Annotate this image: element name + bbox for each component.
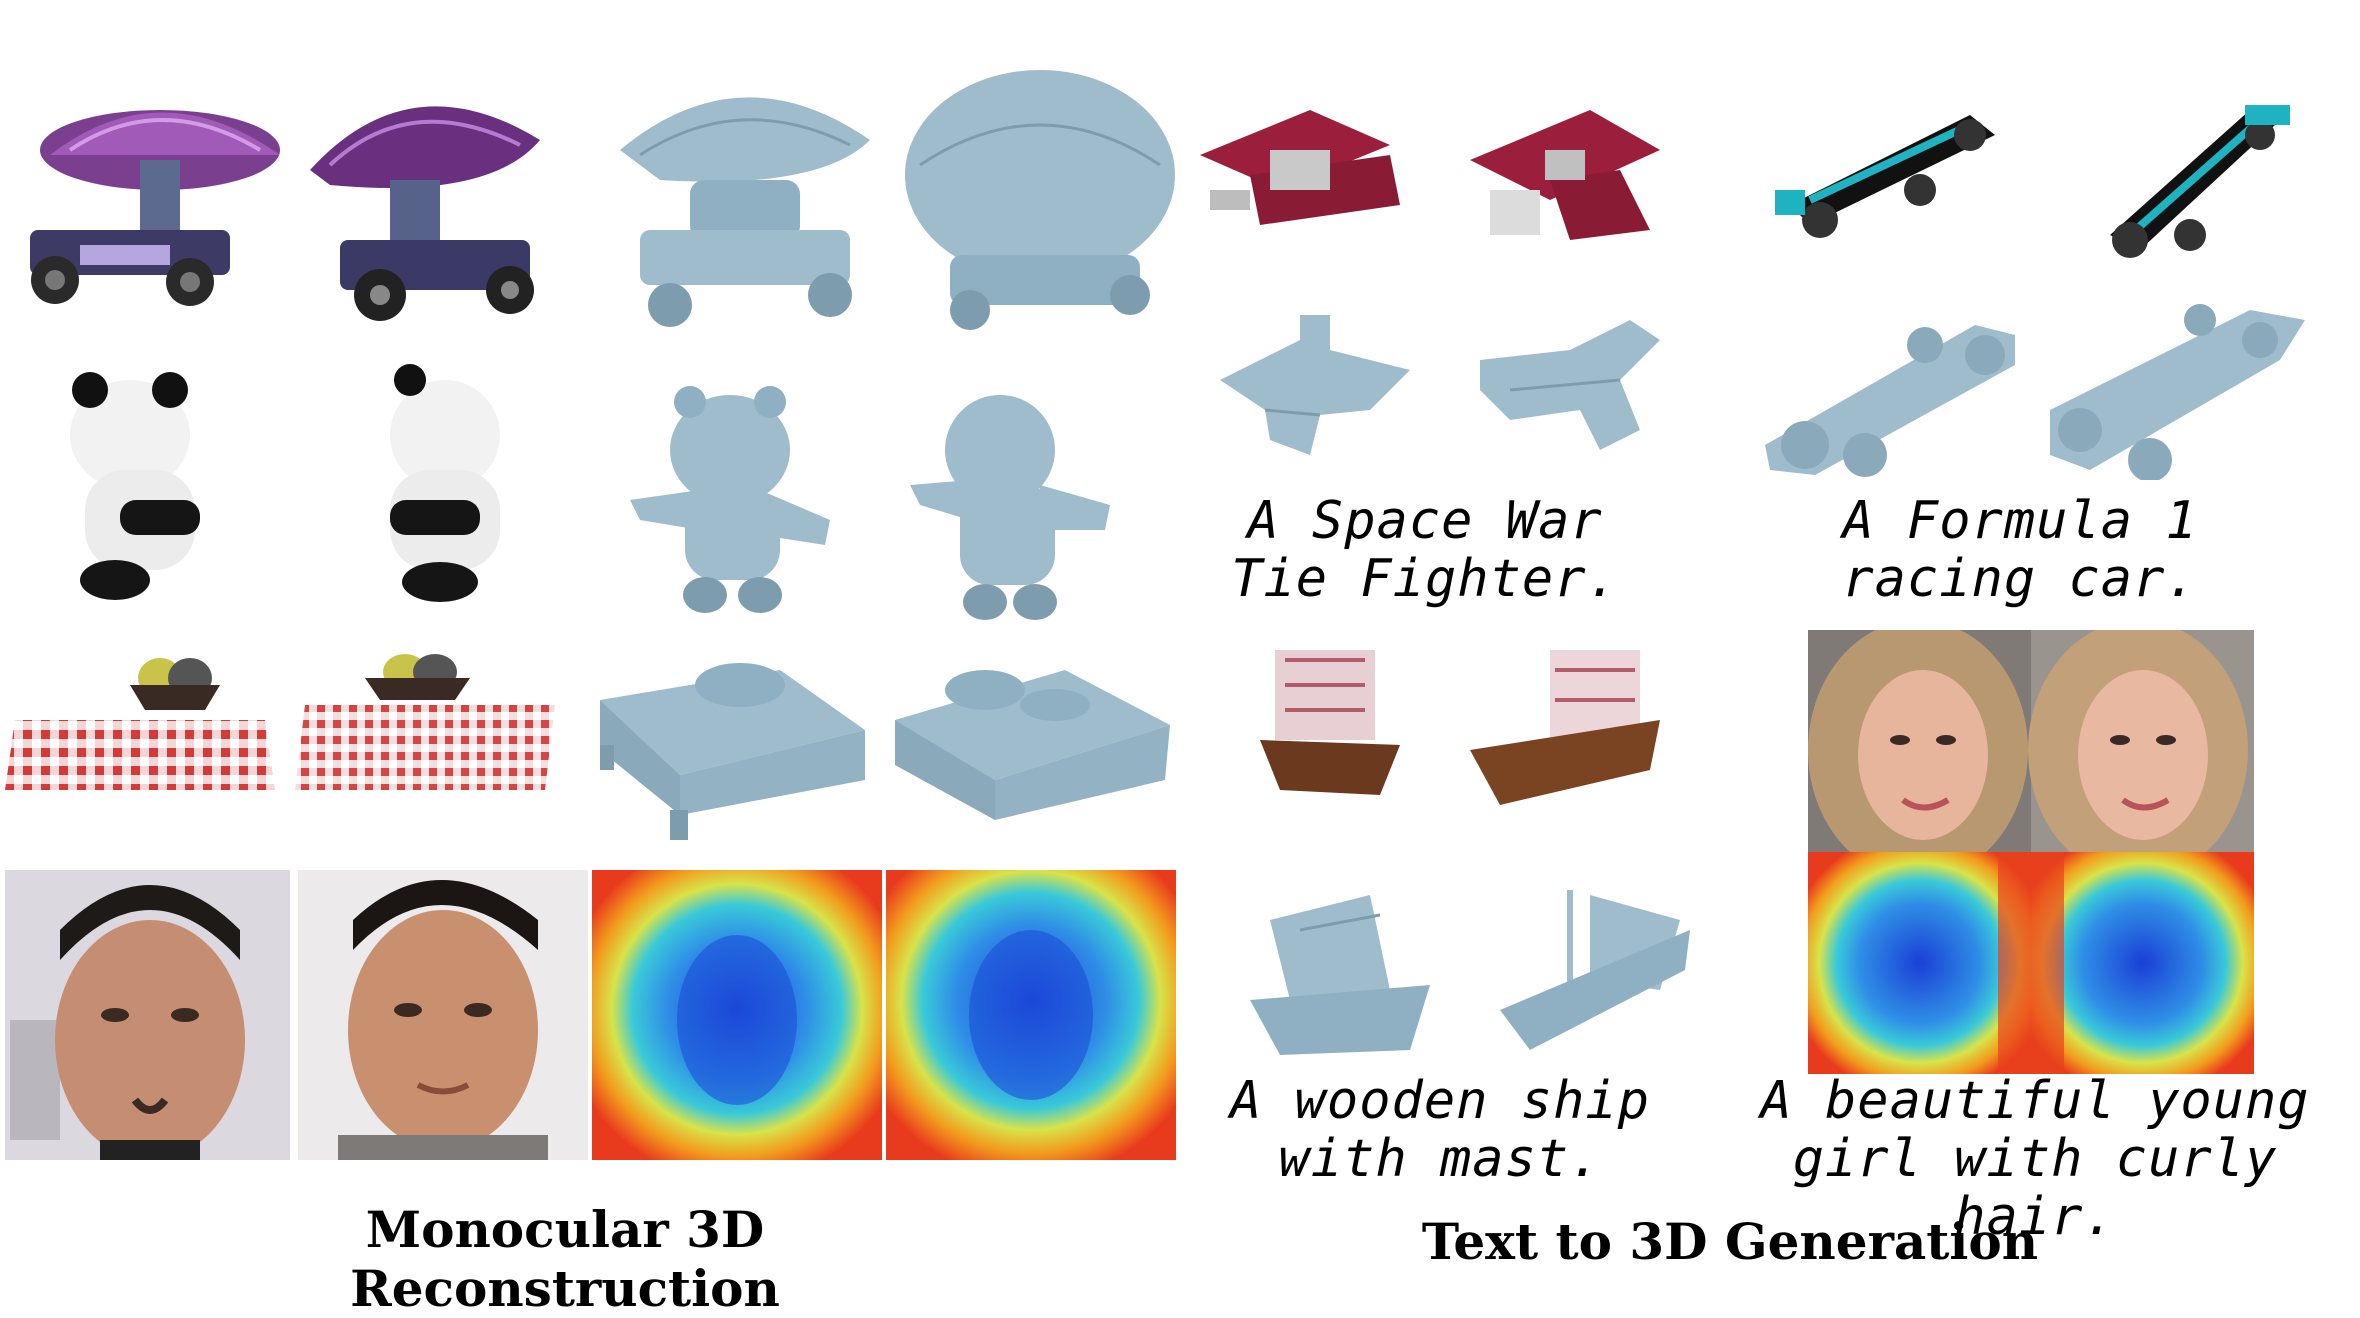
girl-render-panel xyxy=(1808,630,2254,852)
panda-input-image xyxy=(30,350,230,610)
tie-fighter-render-1 xyxy=(1190,95,1420,245)
tie-fighter-mesh-1 xyxy=(1210,310,1420,460)
tie-fighter-prompt-line-2: Tie Fighter. xyxy=(1231,549,1619,609)
tie-fighter-render-2 xyxy=(1450,90,1680,255)
formula1-prompt: A Formula 1 racing car. xyxy=(1810,492,2230,608)
formula1-render-2 xyxy=(2070,95,2300,260)
ship-prompt-line-2: with mast. xyxy=(1278,1129,1602,1189)
picnic-table-novel-view-image xyxy=(285,640,570,805)
face-depth-map-1 xyxy=(592,870,882,1160)
face-depth-map-2 xyxy=(886,870,1176,1160)
mushroom-car-mesh-view-2 xyxy=(890,55,1190,340)
picnic-table-input-image xyxy=(5,640,275,805)
girl-prompt-line-2: girl with curly hair. xyxy=(1792,1129,2278,1247)
ship-prompt: A wooden ship with mast. xyxy=(1225,1072,1655,1188)
ship-render-1 xyxy=(1240,630,1410,805)
ship-mesh-2 xyxy=(1490,880,1700,1055)
formula1-render-1 xyxy=(1770,95,2010,245)
picnic-table-mesh-view-1 xyxy=(580,640,870,850)
girl-depth-map-panel xyxy=(1808,852,2254,1074)
mushroom-car-input-image xyxy=(10,60,280,320)
ship-mesh-1 xyxy=(1240,890,1440,1060)
formula1-prompt-line-2: racing car. xyxy=(1842,549,2198,609)
panda-novel-view-image xyxy=(360,350,520,610)
tie-fighter-prompt-line-1: A Space War xyxy=(1247,491,1603,551)
girl-prompt: A beautiful young girl with curly hair. xyxy=(1755,1072,2315,1246)
tie-fighter-prompt: A Space War Tie Fighter. xyxy=(1215,492,1635,608)
formula1-mesh-2 xyxy=(2030,290,2320,480)
picnic-table-mesh-view-2 xyxy=(875,640,1175,850)
mushroom-car-novel-view-image xyxy=(290,60,560,330)
ship-prompt-line-1: A wooden ship xyxy=(1230,1071,1650,1131)
ship-render-2 xyxy=(1460,640,1670,815)
panda-mesh-view-1 xyxy=(610,370,850,620)
tie-fighter-mesh-2 xyxy=(1460,310,1670,460)
face-input-image xyxy=(5,870,290,1160)
formula1-prompt-line-1: A Formula 1 xyxy=(1842,491,2198,551)
girl-prompt-line-1: A beautiful young xyxy=(1760,1071,2310,1131)
formula1-mesh-1 xyxy=(1745,285,2045,480)
text-to-3d-title: Text to 3D Generation xyxy=(1421,1212,2039,1271)
mushroom-car-mesh-view-1 xyxy=(600,50,880,340)
face-novel-view-image xyxy=(298,870,588,1160)
panda-mesh-view-2 xyxy=(900,370,1120,630)
monocular-reconstruction-title: Monocular 3D Reconstruction xyxy=(350,1200,780,1318)
